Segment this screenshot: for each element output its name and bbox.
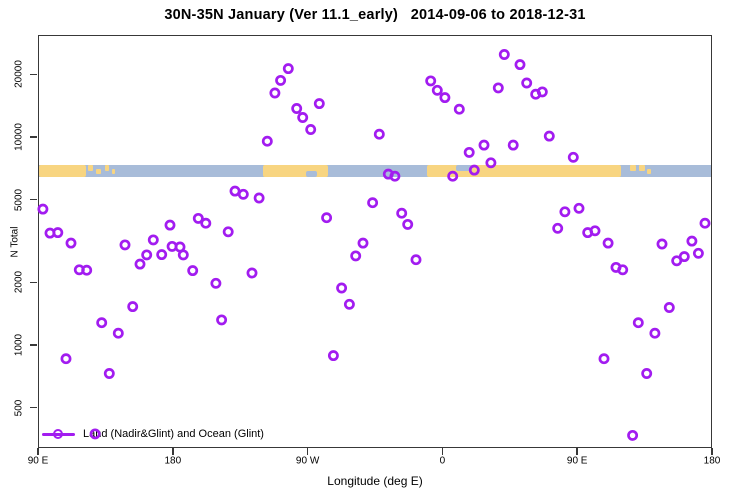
x-tick-mark bbox=[576, 448, 578, 455]
island-patch bbox=[629, 165, 636, 171]
legend-label: Land (Nadir&Glint) and Ocean (Glint) bbox=[83, 428, 264, 440]
land-segment bbox=[263, 165, 328, 178]
ocean-notch bbox=[455, 165, 473, 172]
y-tick-mark bbox=[30, 73, 37, 76]
chart-title: 30N-35N January (Ver 11.1_early) 2014-09… bbox=[164, 7, 586, 23]
land-segment bbox=[426, 165, 622, 178]
y-tick-mark bbox=[30, 344, 37, 346]
island-patch bbox=[87, 165, 93, 171]
x-tick-mark bbox=[306, 448, 309, 455]
island-patch bbox=[95, 168, 101, 174]
island-patch bbox=[112, 168, 116, 174]
legend: Land (Nadir&Glint) and Ocean (Glint) bbox=[42, 427, 264, 441]
x-tick-mark bbox=[441, 448, 444, 455]
island-patch bbox=[646, 168, 651, 174]
ocean-notch bbox=[305, 171, 318, 178]
y-tick-mark bbox=[30, 281, 37, 284]
y-tick-mark bbox=[30, 198, 37, 201]
legend-circle-icon bbox=[53, 428, 63, 439]
x-tick-mark bbox=[711, 448, 713, 455]
x-axis-title: Longitude (deg E) bbox=[327, 474, 423, 488]
x-tick-mark bbox=[172, 448, 174, 455]
island-patch bbox=[638, 165, 645, 171]
plot-area: Land (Nadir&Glint) and Ocean (Glint) bbox=[38, 35, 712, 448]
land-segment bbox=[39, 165, 87, 178]
x-tick-mark bbox=[37, 448, 39, 455]
legend-open-circle-line-symbol bbox=[42, 428, 75, 440]
land-ocean-map-band bbox=[39, 165, 711, 178]
island-patch bbox=[104, 165, 110, 171]
y-tick-mark bbox=[30, 406, 37, 409]
y-tick-mark bbox=[30, 136, 37, 138]
